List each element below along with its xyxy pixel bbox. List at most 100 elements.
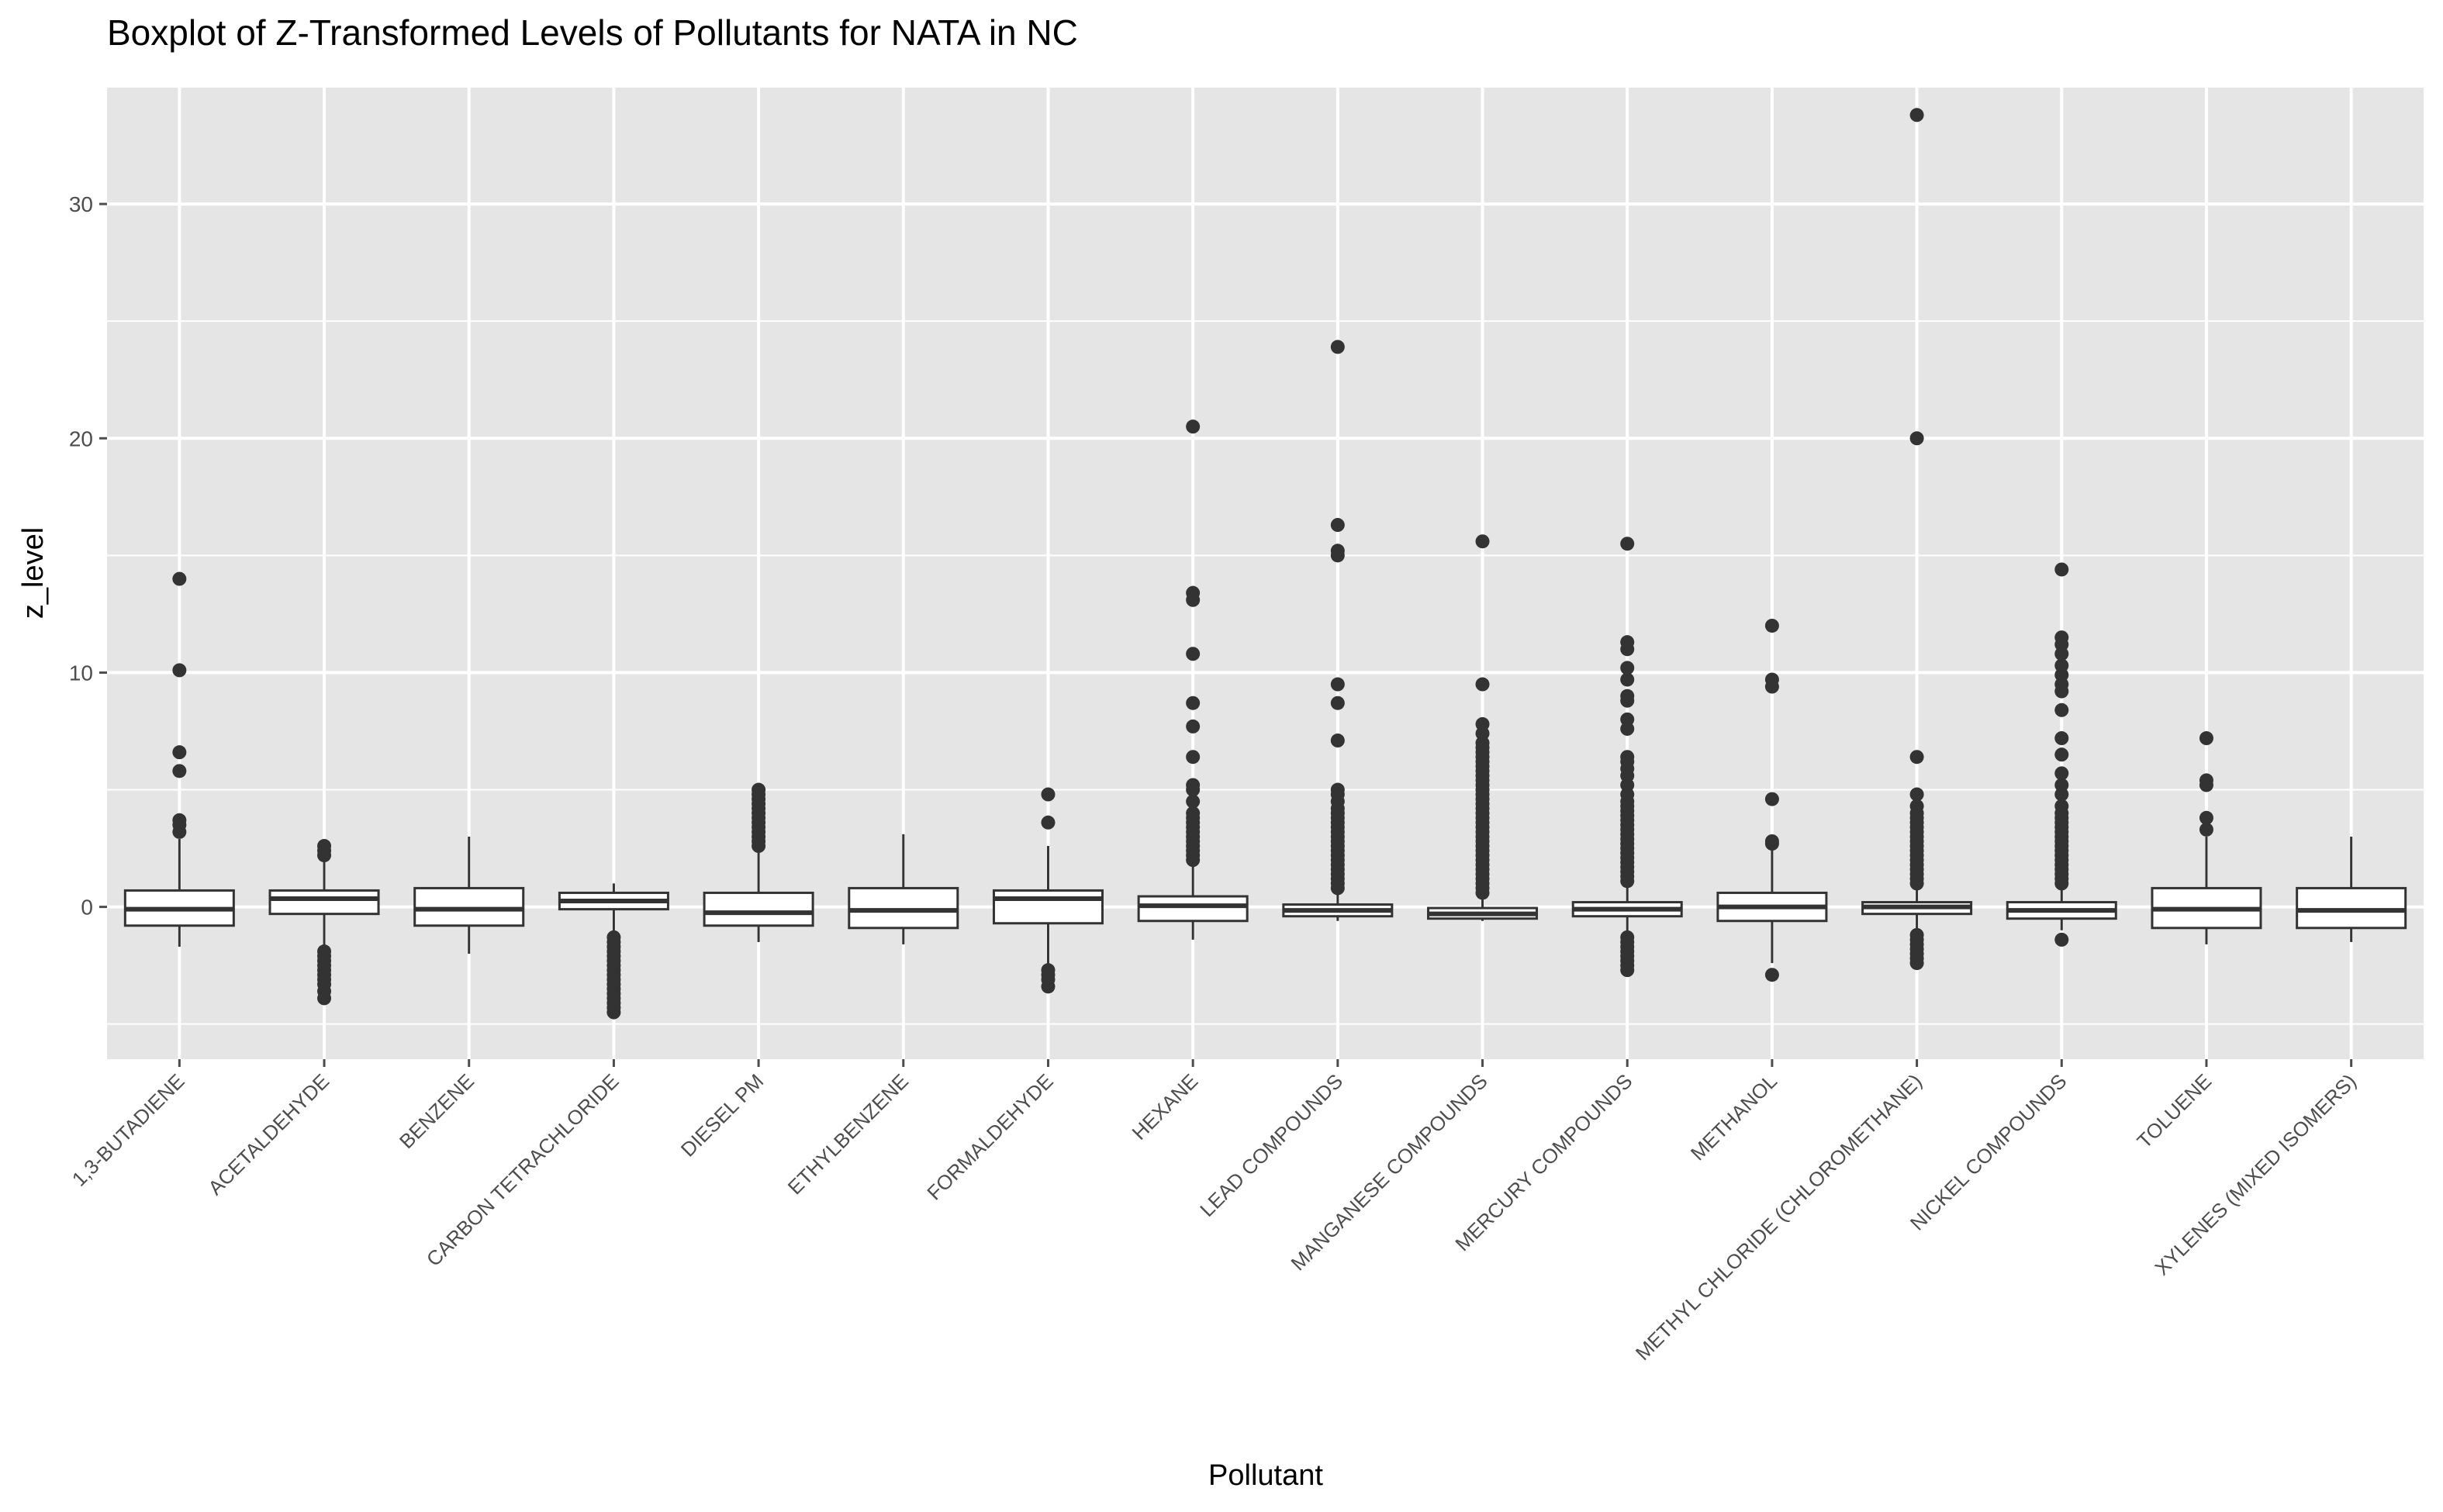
box-1-3-butadiene [123, 571, 235, 947]
box-formaldehyde [992, 787, 1104, 994]
outlier-point [1764, 618, 1779, 633]
outlier-point [2054, 766, 2069, 781]
y-tick-label: 30 [69, 192, 93, 216]
outlier-point [1330, 782, 1345, 797]
outlier-point [2199, 731, 2213, 746]
outlier-point [2199, 822, 2213, 837]
outlier-point [2199, 810, 2213, 825]
box-acetaldehyde [268, 839, 380, 1006]
outlier-point [2054, 747, 2069, 762]
box-toluene [2151, 731, 2262, 944]
box-manganese-compounds [1427, 534, 1539, 921]
chart-title: Boxplot of Z-Transformed Levels of Pollu… [107, 12, 1078, 53]
outlier-point [1909, 956, 1924, 971]
box-methyl-chloride-chloromethane [1861, 108, 1973, 971]
outlier-point [1041, 815, 1056, 830]
outlier-point [1620, 963, 1635, 978]
outlier-point [2054, 932, 2069, 947]
outlier-point [2054, 799, 2069, 813]
box-iqr [268, 889, 380, 916]
x-tick-label: LEAD COMPOUNDS [1195, 1069, 1347, 1221]
outlier-point [1186, 794, 1201, 809]
outlier-point [1764, 968, 1779, 982]
box-benzene [413, 836, 525, 954]
box-iqr [1137, 895, 1249, 923]
x-tick-label: HEXANE [1128, 1069, 1203, 1144]
minor-gridlines [107, 86, 2424, 1025]
x-tick-label: TOLUENE [2132, 1069, 2216, 1153]
outlier-point [1186, 696, 1201, 710]
y-tick-label: 10 [69, 661, 93, 685]
outlier-point [1475, 677, 1490, 692]
outlier-point [1909, 799, 1924, 813]
y-axis-ticks: 0 10 20 30 [69, 192, 107, 920]
outlier-point [1186, 647, 1201, 661]
outlier-point [172, 764, 187, 778]
box-lead-compounds [1282, 340, 1394, 921]
outlier-point [1764, 834, 1779, 848]
x-tick-label: DIESEL PM [676, 1069, 769, 1162]
outlier-point [1186, 750, 1201, 765]
outlier-point [172, 663, 187, 678]
outlier-point [1909, 108, 1924, 123]
box-iqr [2296, 886, 2407, 930]
box-hexane [1137, 419, 1249, 940]
outlier-point [1186, 719, 1201, 734]
outlier-point [2054, 778, 2069, 792]
outlier-point [1475, 716, 1490, 731]
x-tick-label: ACETALDEHYDE [203, 1069, 333, 1200]
outlier-point [1330, 518, 1345, 533]
outlier-point [2054, 562, 2069, 577]
outlier-point [1186, 585, 1201, 600]
outlier-point [1620, 672, 1635, 687]
outlier-point [1330, 677, 1345, 692]
outlier-point [1186, 806, 1201, 820]
y-tick-label: 20 [69, 426, 93, 450]
box-mercury-compounds [1571, 537, 1683, 978]
outlier-point [1475, 534, 1490, 549]
box-iqr [413, 886, 525, 927]
outlier-point [2199, 773, 2213, 788]
outlier-point [1330, 696, 1345, 710]
outlier-point [317, 839, 332, 854]
outlier-point [172, 571, 187, 586]
outlier-point [2054, 702, 2069, 717]
outlier-point [172, 813, 187, 827]
y-axis-title: z_level [17, 527, 50, 619]
outlier-point [1620, 661, 1635, 675]
outlier-point [1909, 431, 1924, 446]
x-tick-label: BENZENE [395, 1069, 479, 1153]
outlier-point [1764, 792, 1779, 806]
outlier-point [317, 991, 332, 1006]
box-diesel-pm [703, 782, 814, 942]
y-tick-label: 0 [81, 896, 93, 920]
x-tick-label: 1,3-BUTADIENE [67, 1069, 189, 1191]
outlier-point [1330, 544, 1345, 558]
outlier-point [2054, 630, 2069, 645]
outlier-point [606, 1005, 621, 1020]
x-tick-label: METHANOL [1686, 1069, 1781, 1165]
outlier-point [1620, 712, 1635, 727]
outlier-point [1620, 750, 1635, 765]
outlier-point [1620, 537, 1635, 551]
outlier-point [1909, 787, 1924, 802]
box-iqr [848, 886, 959, 930]
outlier-point [1764, 672, 1779, 687]
x-tick-label: ETHYLBENZENE [783, 1069, 913, 1199]
x-tick-label: METHYL CHLORIDE (CHLOROMETHANE) [1631, 1069, 1926, 1365]
box-xylenes-mixed-isomers [2296, 836, 2407, 942]
outlier-point [1041, 787, 1056, 802]
box-ethylbenzene [848, 834, 959, 944]
outlier-point [1620, 635, 1635, 650]
outlier-point [172, 745, 187, 760]
x-tick-label: FORMALDEHYDE [922, 1069, 1057, 1204]
outlier-point [1330, 340, 1345, 354]
box-iqr [992, 889, 1104, 925]
x-tick-label: NICKEL COMPOUNDS [1906, 1069, 2072, 1235]
outlier-point [2054, 658, 2069, 673]
x-axis-title: Pollutant [1208, 1459, 1323, 1492]
outlier-point [752, 782, 766, 797]
outlier-point [1909, 750, 1924, 765]
